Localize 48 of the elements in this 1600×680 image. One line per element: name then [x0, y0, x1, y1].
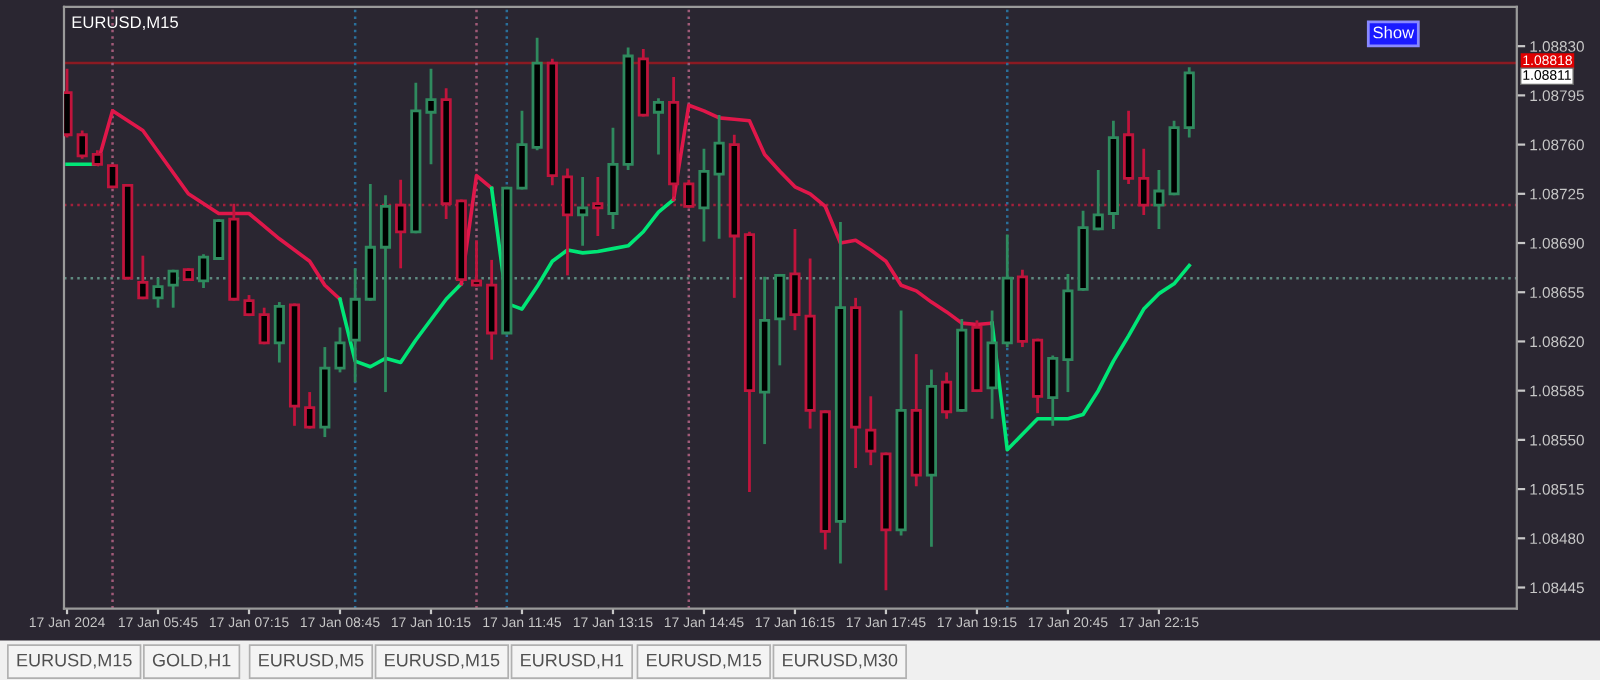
- candlestick: [561, 167, 574, 277]
- candlestick: [577, 175, 589, 248]
- candlestick: [197, 252, 210, 290]
- candlestick: [213, 217, 225, 262]
- candlestick: [152, 276, 164, 310]
- text: GOLD,H1: [152, 653, 231, 669]
- candlestick: [592, 175, 604, 238]
- candlestick: [789, 227, 801, 332]
- candlestick: [486, 258, 498, 362]
- text: EURUSD,M15: [385, 653, 500, 669]
- candlestick: [167, 268, 179, 310]
- candlestick: [1153, 168, 1165, 231]
- text: EURUSD,M30: [783, 653, 898, 669]
- candlestick: [137, 254, 149, 301]
- candlestick: [258, 306, 270, 346]
- candlestick: [1123, 109, 1135, 186]
- candlestick: [774, 272, 786, 367]
- text: EURUSD,M15: [17, 653, 132, 669]
- candlestick: [941, 370, 953, 421]
- text: EURUSD,H1: [521, 653, 624, 669]
- candlestick: [1138, 147, 1150, 217]
- candlestick: [425, 67, 437, 166]
- text: EURUSD,M15: [647, 653, 762, 669]
- candlestick: [304, 390, 316, 431]
- text: EURUSD,M5: [259, 653, 364, 669]
- candlestick: [76, 129, 88, 161]
- candlestick: [1047, 354, 1059, 428]
- candlestick: [64, 67, 73, 139]
- candlestick: [683, 178, 695, 210]
- candlestick: [516, 109, 528, 191]
- candlestick: [865, 394, 877, 467]
- candlestick: [334, 326, 346, 374]
- candlestick: [379, 193, 392, 394]
- candlestick: [652, 96, 665, 156]
- line-series: [489, 186, 676, 311]
- candlestick: [470, 238, 483, 288]
- candlestick: [698, 147, 710, 243]
- candlestick: [349, 266, 361, 384]
- candlestick: [1092, 168, 1104, 232]
- line-series: [671, 103, 994, 327]
- line-series: [338, 281, 464, 369]
- candlestick: [395, 178, 407, 270]
- candlestick: [986, 309, 998, 421]
- candlestick: [273, 300, 285, 364]
- line-series: [990, 263, 1192, 452]
- candlestick: [713, 113, 725, 241]
- chart-title: EURUSD,M15: [72, 16, 178, 31]
- annotation: Show: [1373, 26, 1415, 39]
